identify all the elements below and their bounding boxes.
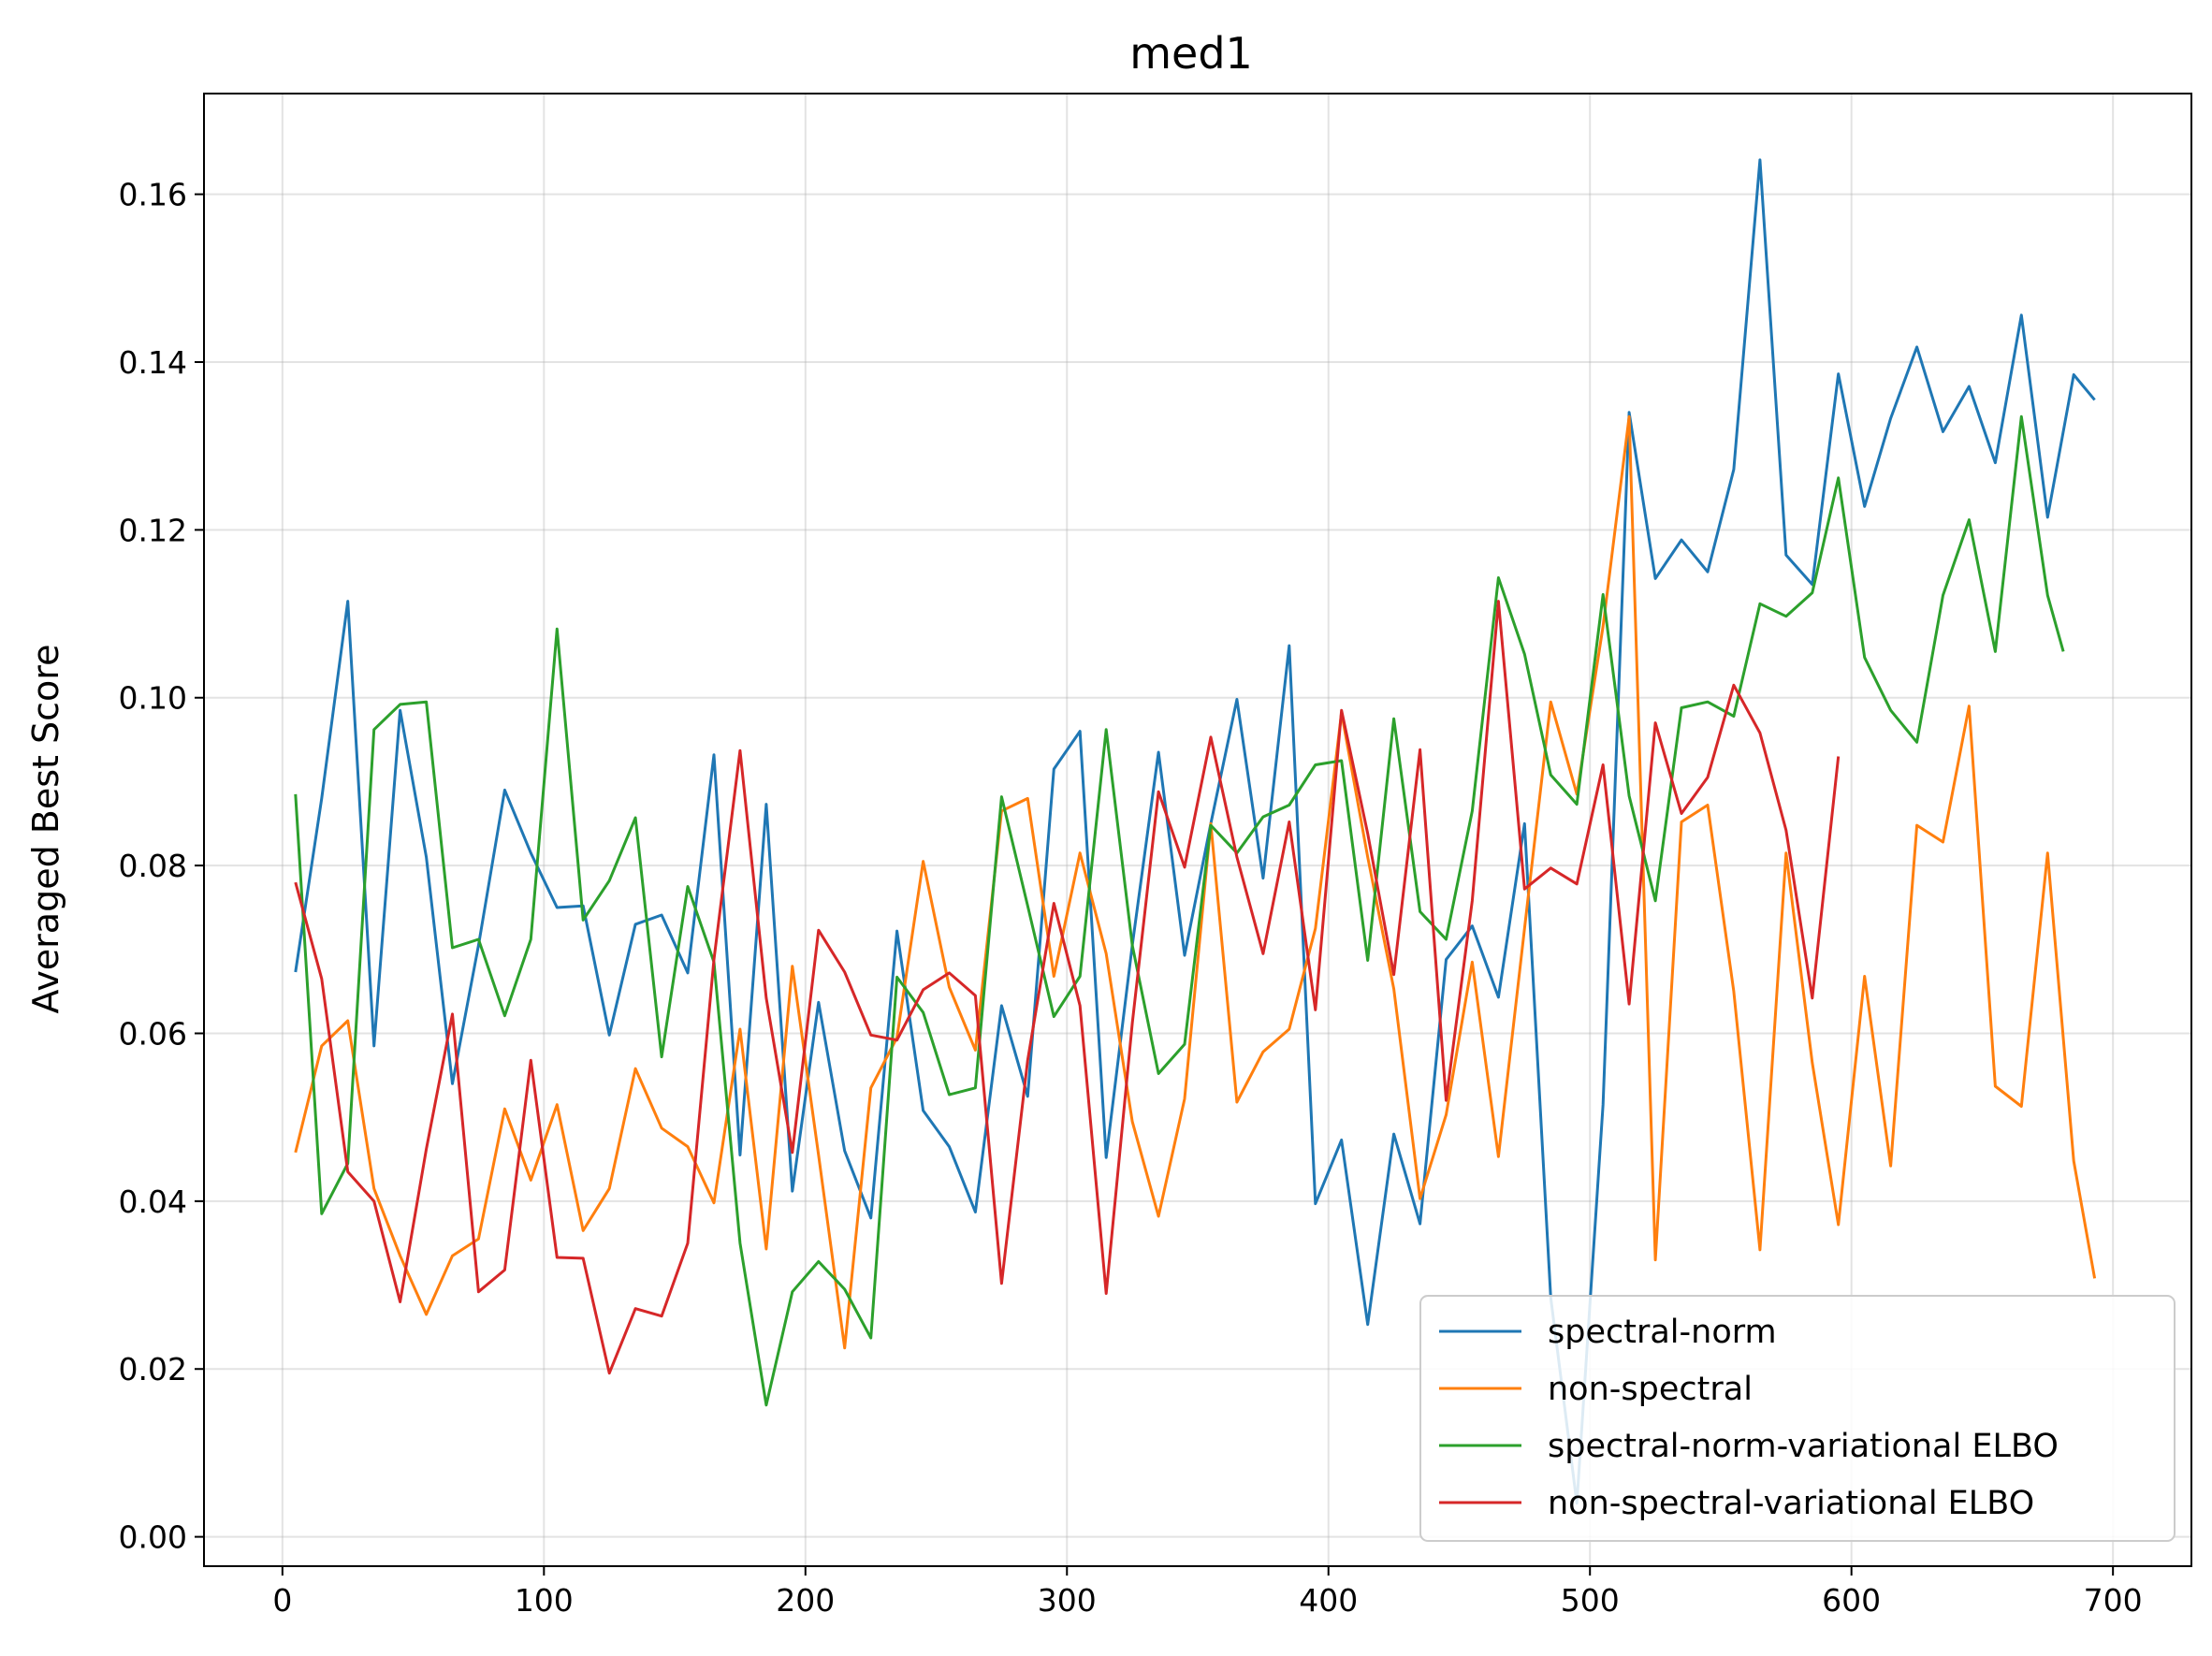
series-line-2 xyxy=(294,414,2065,1407)
series-line-3 xyxy=(294,600,1841,1375)
y-tick-label: 0.06 xyxy=(119,1015,187,1052)
series-lines xyxy=(294,158,2097,1505)
plot-frame xyxy=(203,93,2192,1567)
y-tick-label: 0.00 xyxy=(119,1519,187,1556)
legend-entry: non-spectral-variational ELBO xyxy=(1548,1485,2034,1522)
legend-entry: non-spectral xyxy=(1548,1371,1753,1408)
y-tick-label: 0.14 xyxy=(119,344,187,381)
x-tick-label: 200 xyxy=(776,1582,835,1619)
x-tick-label: 0 xyxy=(272,1582,292,1619)
x-tick-label: 400 xyxy=(1299,1582,1358,1619)
legend-entry: spectral-norm-variational ELBO xyxy=(1548,1428,2059,1465)
legend-entry: spectral-norm xyxy=(1548,1314,1777,1351)
series-line-0 xyxy=(294,158,2096,1505)
y-tick-label: 0.10 xyxy=(119,680,187,717)
y-tick-label: 0.08 xyxy=(119,848,187,884)
y-tick-label: 0.16 xyxy=(119,177,187,213)
y-tick-label: 0.12 xyxy=(119,512,187,548)
x-tick-label: 700 xyxy=(2084,1582,2143,1619)
x-tick-label: 500 xyxy=(1561,1582,1620,1619)
legend: spectral-norm non-spectral spectral-norm-v… xyxy=(1419,1295,2176,1542)
y-tick-label: 0.04 xyxy=(119,1184,187,1220)
x-tick-label: 300 xyxy=(1038,1582,1097,1619)
y-tick-label: 0.02 xyxy=(119,1351,187,1387)
axis-ticks: 0 100 200 300 400 500 600 700 0.00 0.02 0.04 0.06 0.… xyxy=(119,177,2143,1619)
x-tick-label: 600 xyxy=(1822,1582,1881,1619)
legend-box xyxy=(1419,1295,2176,1542)
chart-title: med1 xyxy=(1129,28,1253,79)
x-tick-label: 100 xyxy=(515,1582,574,1619)
y-axis-label: Averaged Best Score xyxy=(25,645,66,1014)
series-line-1 xyxy=(294,414,2097,1350)
